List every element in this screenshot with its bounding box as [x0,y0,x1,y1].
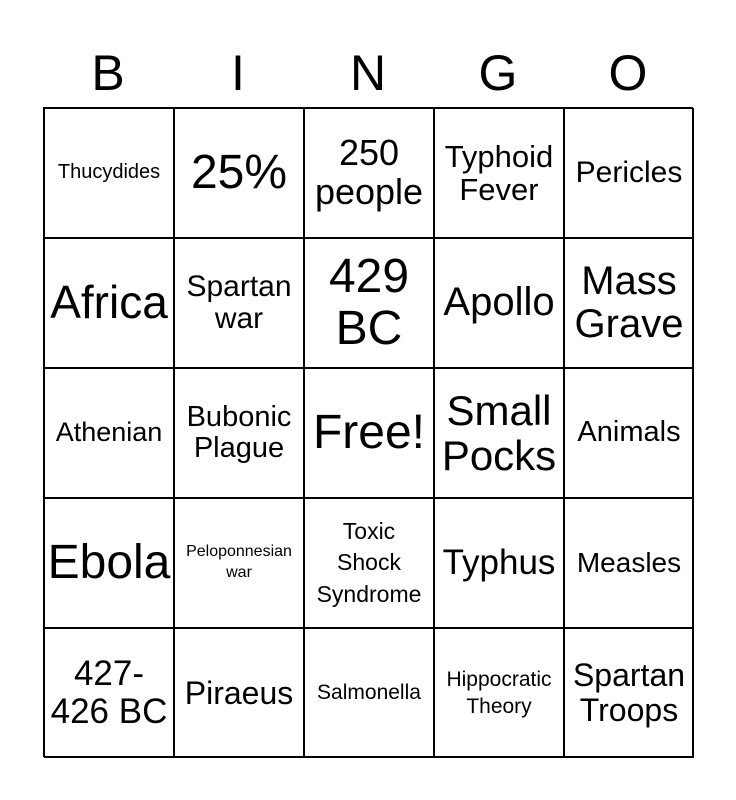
bingo-cell[interactable]: Toxic Shock Syndrome [304,498,434,628]
bingo-cell[interactable]: Africa [44,238,174,368]
bingo-cell[interactable]: Spartan Troops [564,628,694,758]
header-letter-o: O [608,45,648,101]
bingo-cell[interactable]: Thucydides [44,108,174,238]
bingo-cell[interactable]: Hippocratic Theory [434,628,564,758]
bingo-cell[interactable]: Spartan war [174,238,304,368]
header-letter-n: N [349,45,387,101]
bingo-cell[interactable]: 25% [174,108,304,238]
bingo-cell[interactable]: Bubonic Plague [174,368,304,498]
bingo-cell[interactable]: 429 BC [304,238,434,368]
bingo-cell[interactable]: Apollo [434,238,564,368]
bingo-cell[interactable]: Typhoid Fever [434,108,564,238]
bingo-cell[interactable]: Salmonella [304,628,434,758]
bingo-cell[interactable]: Animals [564,368,694,498]
bingo-cell[interactable]: Peloponnesian war [174,498,304,628]
bingo-cell[interactable]: Typhus [434,498,564,628]
bingo-cell[interactable]: Measles [564,498,694,628]
bingo-cell[interactable]: Athenian [44,368,174,498]
bingo-cell[interactable]: 250 people [304,108,434,238]
free-space-cell[interactable]: Free! [304,368,434,498]
bingo-grid: Thucydides 25% 250 people Typhoid Fever … [43,107,694,758]
bingo-cell[interactable]: Small Pocks [434,368,564,498]
header-letter-b: B [91,45,125,101]
bingo-cell[interactable]: Pericles [564,108,694,238]
bingo-cell[interactable]: Mass Grave [564,238,694,368]
header-letter-i: I [231,45,245,101]
bingo-cell[interactable]: 427- 426 BC [44,628,174,758]
bingo-cell[interactable]: Piraeus [174,628,304,758]
header-letter-g: G [478,45,518,101]
bingo-header: B I N G O [43,40,693,106]
bingo-cell[interactable]: Ebola [44,498,174,628]
